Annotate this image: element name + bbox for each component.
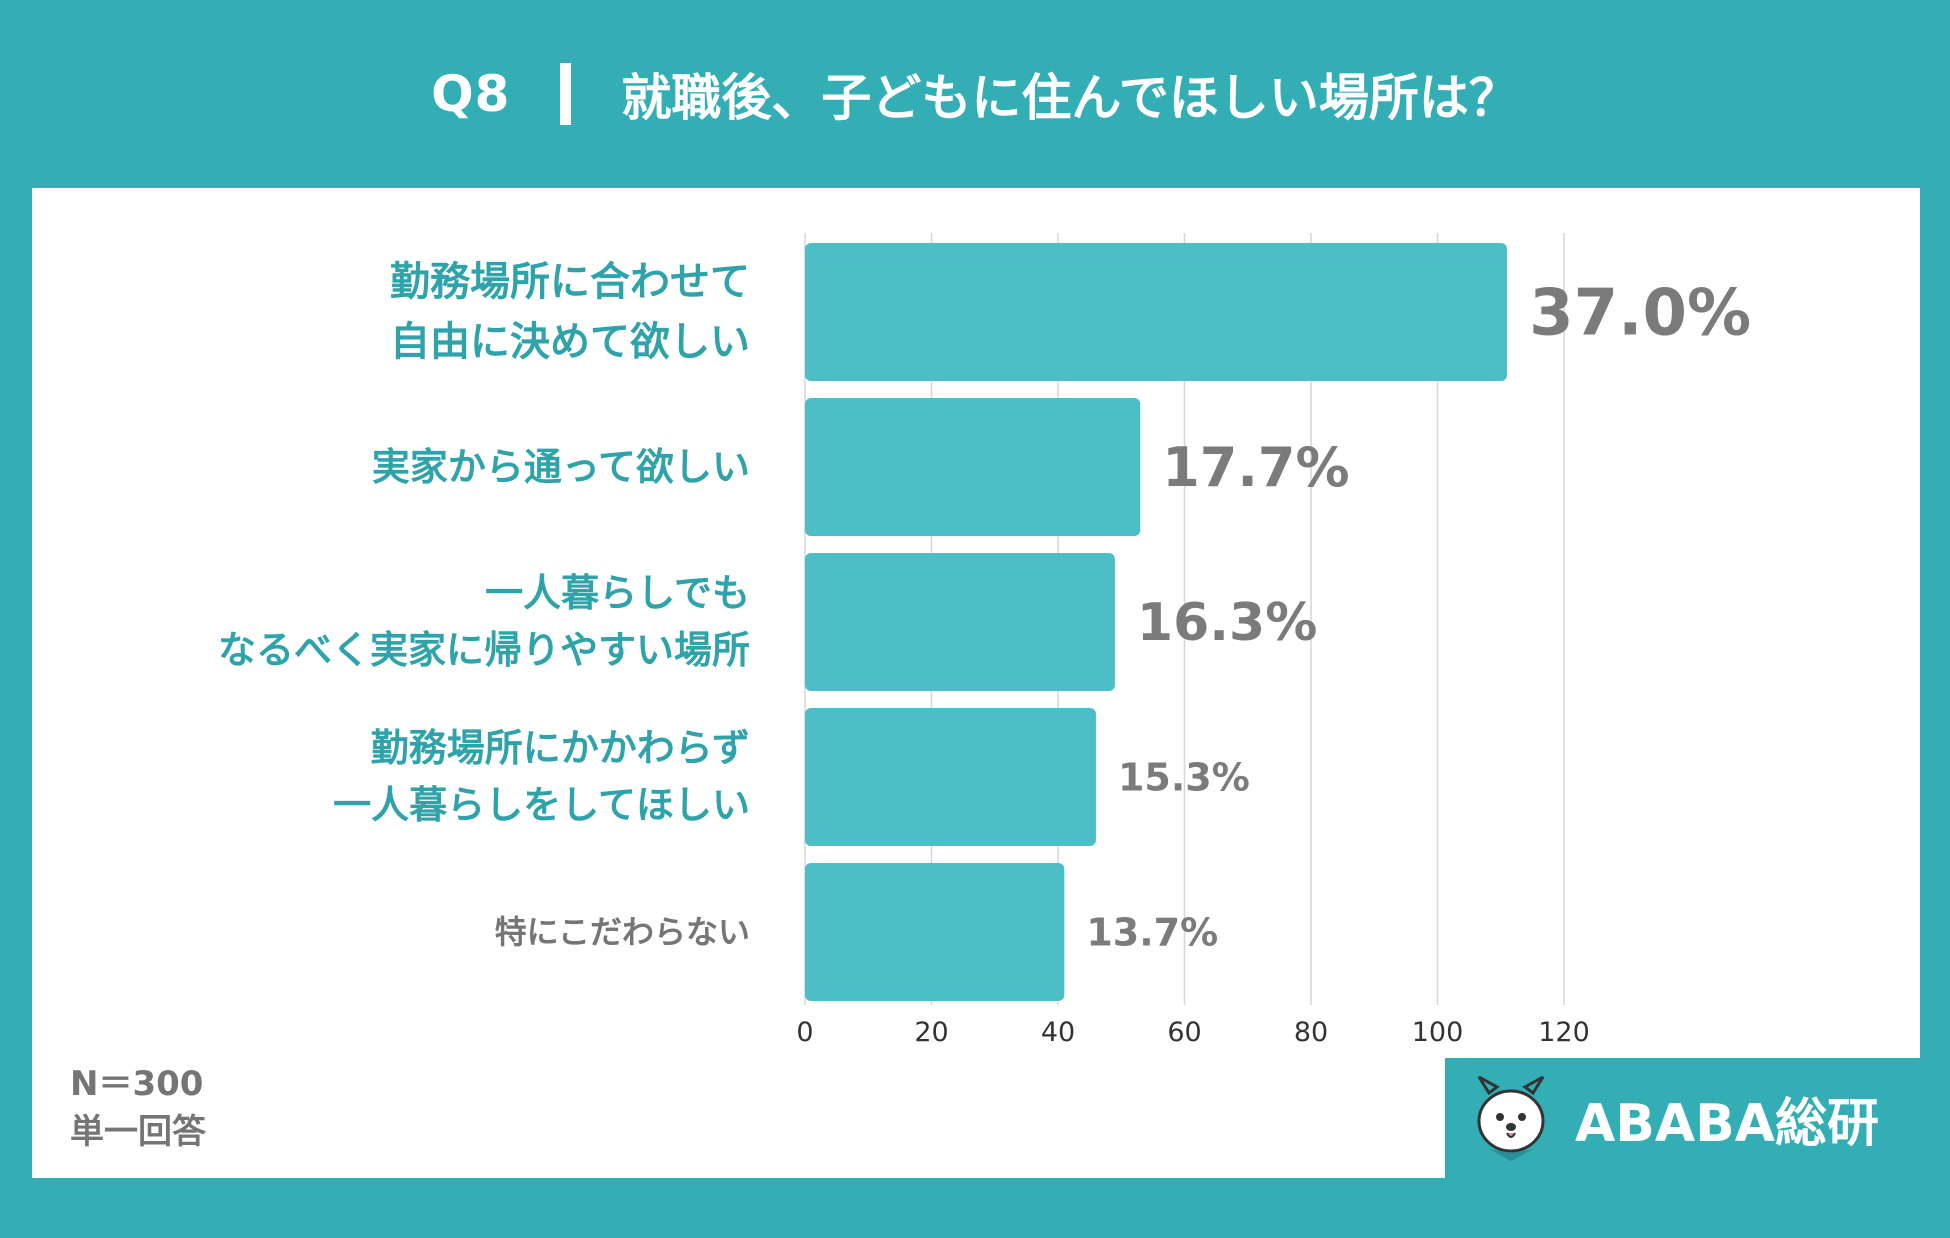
- category-label: 特にこだわらない: [494, 913, 750, 951]
- chart-header: Q8 就職後、子どもに住んでほしい場所は？: [0, 0, 1950, 188]
- x-tick-label: 100: [1412, 1017, 1464, 1048]
- category-label: 実家から通って欲しい: [371, 444, 750, 489]
- category-label: 勤務場所にかかわらず 一人暮らしをしてほしい: [333, 726, 750, 827]
- category-label: 一人暮らしでも なるべく実家に帰りやすい場所: [217, 571, 750, 672]
- x-tick-label: 20: [914, 1017, 948, 1048]
- bar: [805, 863, 1065, 1001]
- brand-badge: ABABA総研: [1445, 1058, 1920, 1178]
- answer-type: 単一回答: [70, 1112, 206, 1152]
- header-separator: [560, 63, 572, 125]
- chart-title: 就職後、子どもに住んでほしい場所は？: [621, 69, 1519, 127]
- bar: [805, 398, 1141, 536]
- chart-card: 0 20 40 60 80 100 120 37.0% 17.7% 16.3% 15.3% 13.7%…: [32, 188, 1920, 1178]
- bar: [805, 553, 1115, 691]
- bar: [805, 243, 1508, 381]
- bar-chart: 0 20 40 60 80 100 120 37.0% 17.7% 16.3% 15.3% 13.7%: [796, 233, 1751, 1048]
- brand-name: ABABA総研: [1575, 1093, 1880, 1154]
- bar-value-label: 13.7%: [1086, 910, 1218, 954]
- x-tick-label: 0: [796, 1017, 813, 1048]
- footnote: N＝300 単一回答: [70, 1060, 206, 1156]
- dog-mascot-icon: [1477, 1075, 1545, 1161]
- question-number: Q8: [431, 65, 511, 123]
- bar-value-label: 37.0%: [1529, 276, 1751, 350]
- bar-value-label: 17.7%: [1162, 436, 1349, 499]
- x-tick-label: 120: [1538, 1017, 1590, 1048]
- x-tick-label: 60: [1167, 1017, 1201, 1048]
- x-tick-label: 40: [1041, 1017, 1075, 1048]
- bar-value-label: 16.3%: [1137, 593, 1317, 653]
- sample-size: N＝300: [70, 1064, 204, 1104]
- bar-value-label: 15.3%: [1118, 755, 1250, 799]
- category-label: 勤務場所に合わせて 自由に決めて欲しい: [390, 259, 750, 365]
- x-tick-label: 80: [1294, 1017, 1328, 1048]
- bar: [805, 708, 1096, 846]
